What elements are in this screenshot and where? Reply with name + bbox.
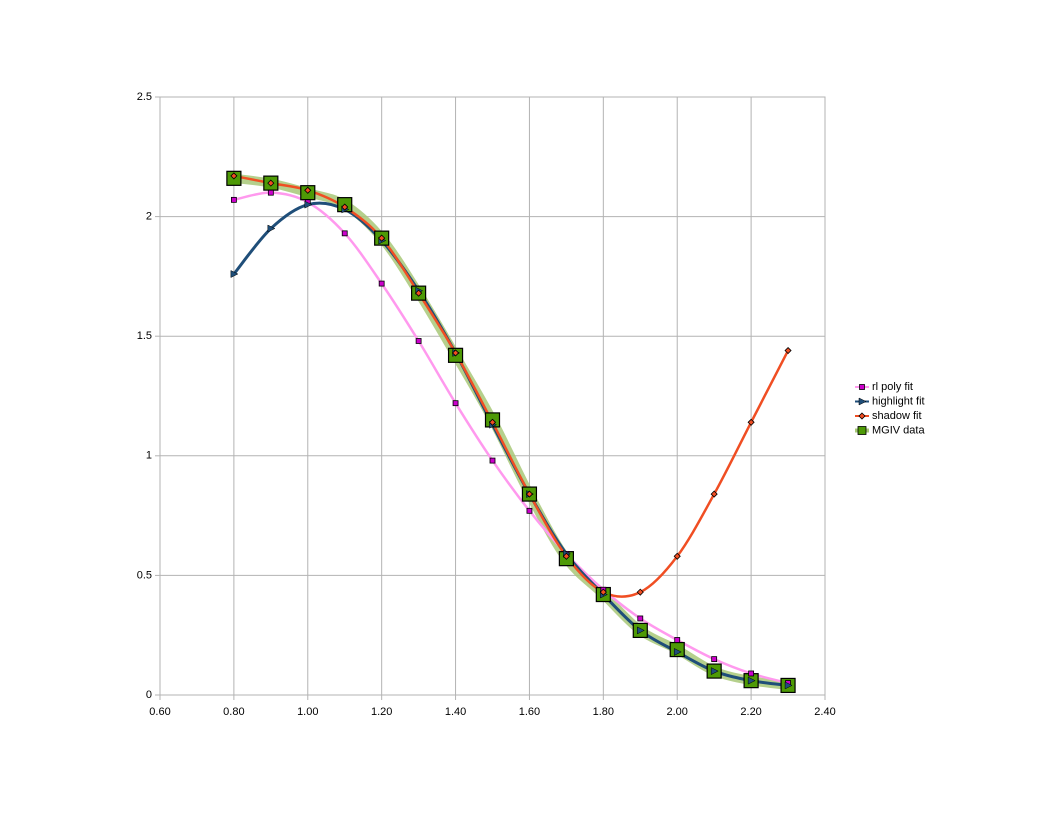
marker <box>669 641 685 658</box>
marker <box>452 400 459 407</box>
y-tick-label: 1 <box>146 450 152 462</box>
marker <box>674 637 681 643</box>
legend-marker <box>858 412 866 420</box>
marker <box>230 172 238 180</box>
legend-marker <box>857 426 867 435</box>
x-tick-label: 1.20 <box>371 706 392 718</box>
y-tick-label: 0.5 <box>137 569 152 581</box>
marker <box>267 179 275 187</box>
y-tick-label: 1.5 <box>137 330 152 342</box>
legend-marker <box>859 384 865 390</box>
marker <box>784 681 793 690</box>
x-tick-label: 2.20 <box>740 706 761 718</box>
marker <box>526 507 533 514</box>
y-tick-label: 2 <box>146 211 152 223</box>
x-tick-label: 2.00 <box>667 706 688 718</box>
marker <box>748 670 755 677</box>
legend-label: shadow fit <box>872 410 922 422</box>
legend-label: MGIV data <box>872 424 925 436</box>
marker <box>637 626 645 635</box>
legend-label: highlight fit <box>872 395 925 407</box>
legend: rl poly fit highlight fit shadow fit MGIV d… <box>855 381 925 436</box>
x-tick-label: 0.60 <box>149 706 170 718</box>
marker <box>415 338 422 344</box>
marker <box>488 418 497 426</box>
marker <box>673 648 682 656</box>
series-line <box>232 201 789 687</box>
series-line <box>233 191 789 685</box>
marker <box>489 457 496 464</box>
marker <box>267 189 274 196</box>
marker <box>711 656 718 663</box>
x-tick-label: 0.80 <box>223 706 244 718</box>
marker <box>451 349 460 357</box>
marker <box>599 588 607 596</box>
marker <box>747 676 756 685</box>
marker <box>747 418 755 426</box>
x-tick-label: 2.40 <box>814 706 835 718</box>
marker <box>304 200 313 209</box>
marker <box>378 234 386 242</box>
marker <box>784 346 792 355</box>
marker <box>341 230 348 237</box>
plot-frame <box>159 96 826 696</box>
series-line <box>233 173 789 690</box>
marker <box>636 588 644 596</box>
marker <box>304 186 312 194</box>
marker <box>710 667 719 675</box>
y-tick-label: 2.5 <box>137 91 152 103</box>
x-tick-label: 1.80 <box>593 706 614 718</box>
series-line <box>233 174 790 598</box>
marker <box>525 490 534 498</box>
y-tick-label: 0 <box>146 689 152 701</box>
x-tick-label: 1.60 <box>519 706 540 718</box>
marker <box>267 224 276 233</box>
marker <box>378 280 385 287</box>
marker <box>710 490 718 498</box>
marker <box>230 270 239 278</box>
legend-marker <box>858 397 867 406</box>
marker <box>230 196 237 203</box>
x-tick-label: 1.40 <box>445 706 466 718</box>
legend-label: rl poly fit <box>872 381 913 393</box>
marker <box>341 203 349 211</box>
marker <box>673 552 681 560</box>
marker <box>415 289 423 297</box>
marker <box>562 552 570 560</box>
x-tick-label: 1.00 <box>297 706 318 718</box>
marker <box>637 615 644 622</box>
